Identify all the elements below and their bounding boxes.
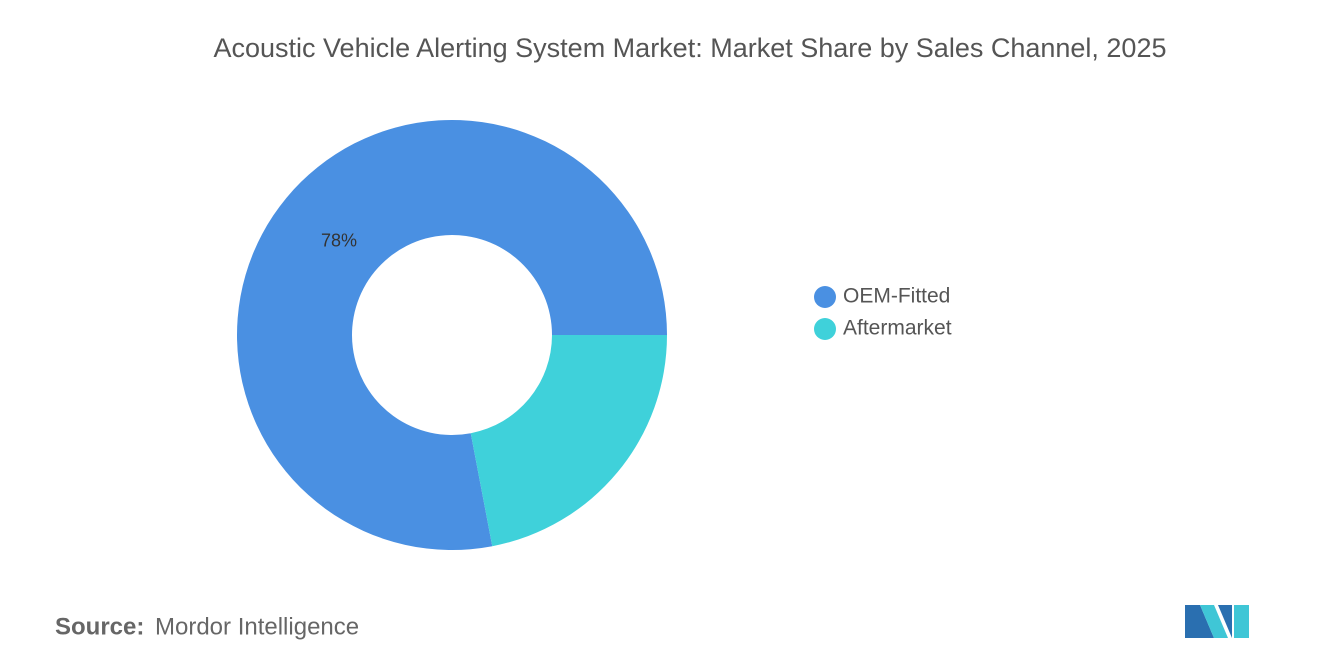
logo bbox=[1185, 605, 1249, 638]
source-text: Mordor Intelligence bbox=[155, 613, 359, 640]
donut-slice bbox=[470, 335, 667, 547]
data-label: 78% bbox=[321, 231, 357, 251]
donut: 78% bbox=[237, 120, 667, 551]
legend-label: Aftermarket bbox=[843, 317, 952, 340]
legend-marker bbox=[814, 286, 836, 308]
legend-marker bbox=[814, 318, 836, 340]
legend-label: OEM-Fitted bbox=[843, 285, 950, 308]
legend: OEM-Fitted Aftermarket bbox=[814, 285, 952, 340]
chart-title: Acoustic Vehicle Alerting System Market:… bbox=[214, 33, 1167, 63]
source-label: Source: bbox=[55, 613, 144, 640]
donut-slice bbox=[237, 120, 667, 551]
